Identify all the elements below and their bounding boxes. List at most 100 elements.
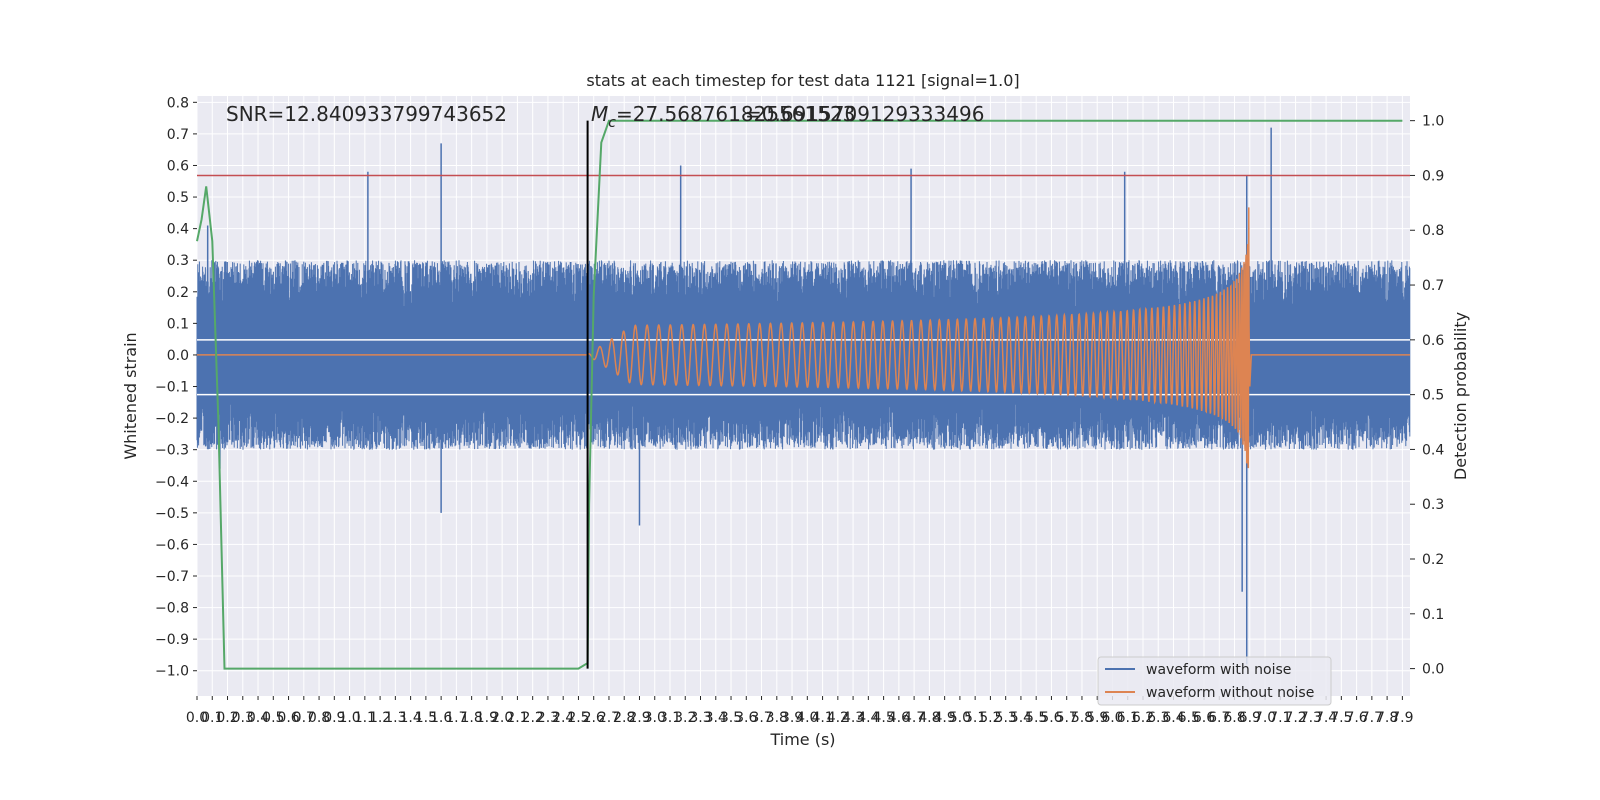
x-tick-label: 7.4: [1315, 710, 1337, 726]
x-tick-label: 2.4: [552, 710, 574, 726]
x-tick-label: 5.8: [1071, 710, 1093, 726]
x-tick-label: 3.8: [766, 710, 788, 726]
x-tick-label: 4.6: [888, 710, 910, 726]
series-detection-probability: [196, 119, 1403, 670]
x-tick-label: 1.4: [399, 710, 421, 726]
snr-annotation: SNR=12.840933799743652: [226, 102, 507, 126]
y-tick-label-left: 0.5: [167, 190, 189, 206]
y-tick-label-right: 0.4: [1422, 442, 1444, 458]
x-tick-label: 6.5: [1178, 710, 1200, 726]
y-tick-label-left: 0.6: [167, 158, 189, 174]
legend: waveform with noise waveform without noi…: [1097, 656, 1332, 706]
y-tick-label-left: −0.1: [155, 380, 189, 396]
x-tick-label: 2.7: [598, 710, 620, 726]
chart-title: stats at each timestep for test data 112…: [586, 71, 1019, 90]
y-tick-label-left: −1.0: [155, 664, 189, 680]
y-tick-label-left: −0.5: [155, 506, 189, 522]
x-tick-label: 3.4: [705, 710, 727, 726]
x-axis-label: Time (s): [769, 730, 835, 749]
series-waveform-without-noise: [197, 207, 1410, 469]
x-tick-label: 5.7: [1056, 710, 1078, 726]
x-tick-label: 7.1: [1269, 710, 1291, 726]
x-tick-label: 4.4: [857, 710, 879, 726]
y-tick-label-right: 0.7: [1422, 278, 1444, 294]
x-tick-label: 5.1: [964, 710, 986, 726]
x-tick-label: 5.5: [1025, 710, 1047, 726]
x-tick-label: 6.2: [1132, 710, 1154, 726]
x-tick-label: 4.3: [842, 710, 864, 726]
x-tick-label: 4.5: [872, 710, 894, 726]
y-tick-label-left: −0.2: [155, 411, 189, 427]
x-tick-label: 3.1: [659, 710, 681, 726]
x-tick-label: 4.7: [903, 710, 925, 726]
y-axis-label-left: Whitened strain: [121, 332, 140, 459]
x-tick-label: 1.7: [445, 710, 467, 726]
x-tick-label: 7.2: [1284, 710, 1306, 726]
x-tick-label: 2.6: [583, 710, 605, 726]
y-tick-label-right: 0.8: [1422, 223, 1444, 239]
x-tick-label: 4.1: [811, 710, 833, 726]
x-tick-label: 0.5: [262, 710, 284, 726]
x-tick-label: 6.1: [1117, 710, 1139, 726]
x-tick-label: 4.8: [918, 710, 940, 726]
x-tick-label: 0.6: [277, 710, 299, 726]
y-tick-label-left: −0.4: [155, 474, 189, 490]
x-tick-label: 1.8: [461, 710, 483, 726]
x-tick-label: 4.2: [827, 710, 849, 726]
x-tick-label: 1.5: [415, 710, 437, 726]
x-tick-label: 3.3: [689, 710, 711, 726]
chirp-mass-subscript: c: [608, 115, 616, 131]
probability-trace: [196, 119, 1403, 670]
y-tick-label-right: 0.0: [1422, 662, 1444, 678]
x-tick-label: 2.8: [613, 710, 635, 726]
x-tick-label: 6.8: [1223, 710, 1245, 726]
extra-annotation: =0.6915709129333496: [745, 102, 984, 126]
x-tick-label: 2.5: [567, 710, 589, 726]
x-tick-label: 5.6: [1040, 710, 1062, 726]
legend-label-waveform-with-noise: waveform with noise: [1146, 662, 1291, 678]
x-tick-label: 3.6: [735, 710, 757, 726]
x-tick-label: 0.1: [201, 710, 223, 726]
x-tick-label: 2.9: [628, 710, 650, 726]
x-tick-label: 2.2: [522, 710, 544, 726]
x-tick-label: 5.3: [995, 710, 1017, 726]
chirp-trace: [197, 207, 1410, 469]
y-tick-label-left: −0.8: [155, 601, 189, 617]
y-tick-label-left: −0.9: [155, 632, 189, 648]
x-tick-label: 4.0: [796, 710, 818, 726]
chirp-mass-value: =27.568761825561523: [616, 102, 855, 126]
y-tick-label-right: 0.5: [1422, 388, 1444, 404]
x-tick-label: 3.9: [781, 710, 803, 726]
y-axis-label-right: Detection probability: [1451, 312, 1470, 480]
x-tick-label: 1.9: [476, 710, 498, 726]
chirp-mass-annotation: Mc=27.568761825561523: [591, 102, 855, 131]
x-tick-label: 1.2: [369, 710, 391, 726]
x-tick-label: 1.0: [338, 710, 360, 726]
x-tick-label: 5.9: [1086, 710, 1108, 726]
y-tick-label-right: 0.1: [1422, 607, 1444, 623]
y-tick-label-left: −0.3: [155, 443, 189, 459]
x-tick-label: 2.1: [506, 710, 528, 726]
x-tick-label: 5.0: [949, 710, 971, 726]
x-tick-label: 6.0: [1101, 710, 1123, 726]
y-tick-label-right: 0.6: [1422, 333, 1444, 349]
chirp-mass-symbol: M: [591, 102, 608, 126]
x-tick-label: 3.2: [674, 710, 696, 726]
x-tick-label: 7.9: [1391, 710, 1413, 726]
x-tick-label: 6.4: [1162, 710, 1184, 726]
legend-box: [1097, 656, 1332, 706]
x-tick-label: 7.7: [1361, 710, 1383, 726]
x-tick-label: 2.3: [537, 710, 559, 726]
y-tick-label-left: 0.8: [167, 95, 189, 111]
x-tick-label: 4.9: [934, 710, 956, 726]
x-tick-label: 5.2: [979, 710, 1001, 726]
x-tick-label: 6.6: [1193, 710, 1215, 726]
x-tick-label: 7.6: [1345, 710, 1367, 726]
y-tick-label-left: 0.2: [167, 285, 189, 301]
y-tick-label-left: −0.7: [155, 569, 189, 585]
x-tick-label: 0.8: [308, 710, 330, 726]
axis-ticks: 0.00.10.20.30.40.50.60.70.80.91.01.11.21…: [155, 95, 1444, 726]
x-tick-label: 3.7: [750, 710, 772, 726]
